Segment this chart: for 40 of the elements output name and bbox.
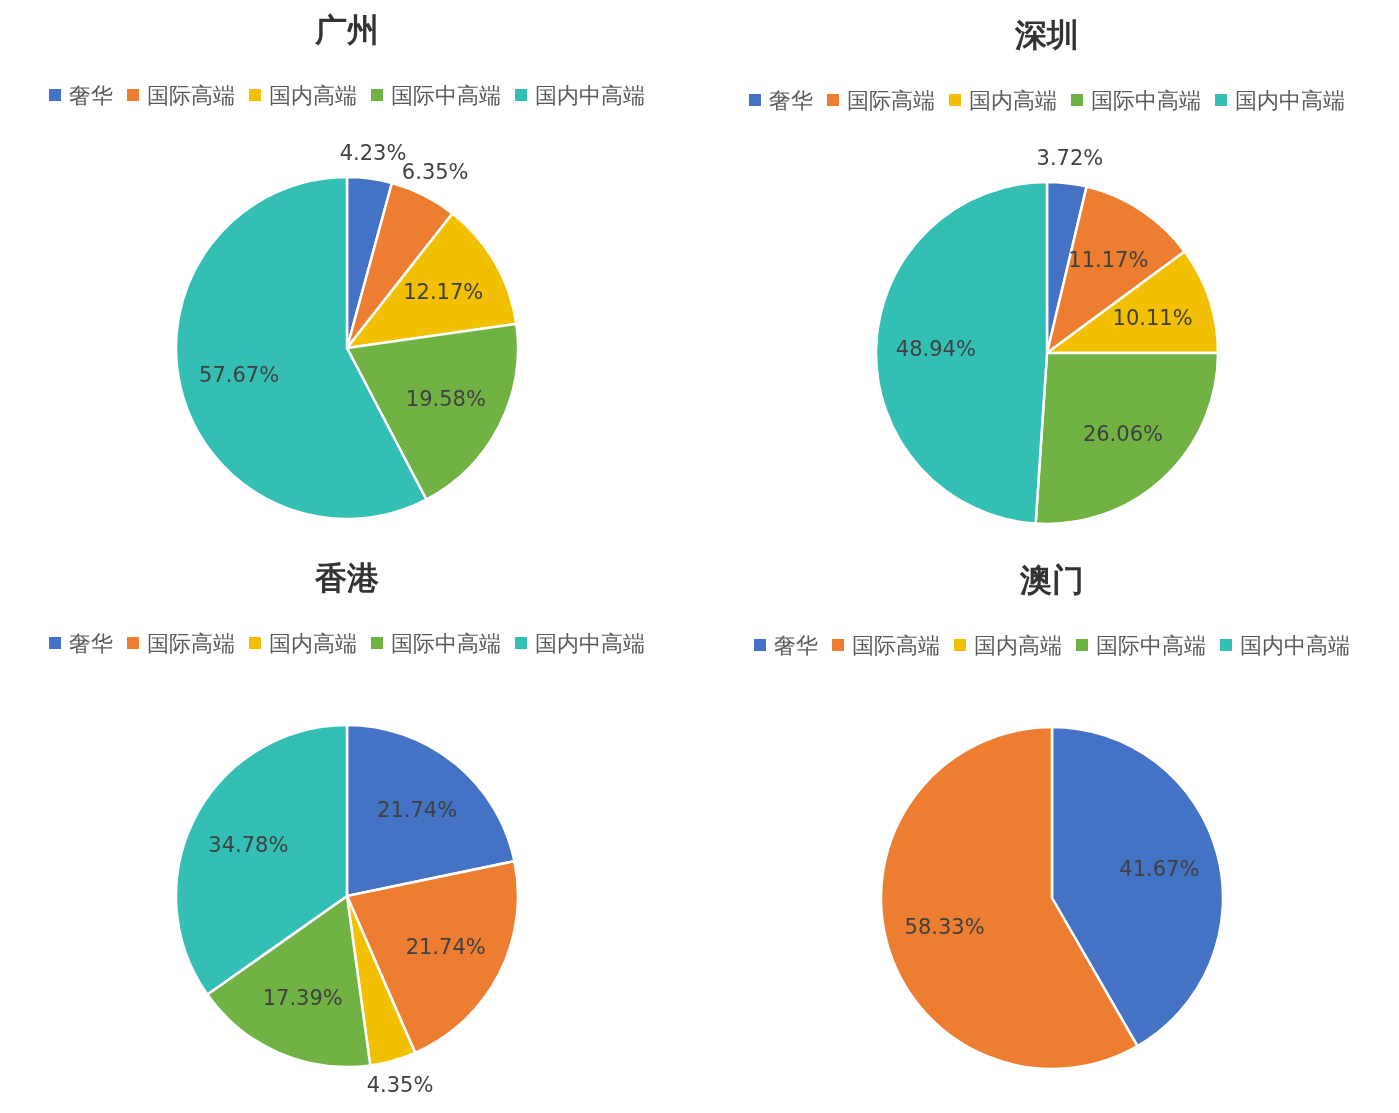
data-label: 41.67% — [1119, 857, 1200, 882]
data-label: 12.17% — [403, 280, 484, 305]
legend-label: 国内中高端 — [1240, 632, 1350, 658]
legend-label: 奢华 — [769, 87, 813, 113]
legend-label: 国际高端 — [847, 87, 935, 113]
legend-label: 奢华 — [774, 632, 818, 658]
legend-label: 国际高端 — [852, 632, 940, 658]
legend-label: 国际中高端 — [1091, 87, 1201, 113]
legend-label: 国际中高端 — [391, 82, 501, 108]
legend-label: 国际高端 — [147, 82, 235, 108]
legend-label: 国内高端 — [974, 632, 1062, 658]
legend-label: 国内高端 — [969, 87, 1057, 113]
legend-label: 国内中高端 — [1235, 87, 1345, 113]
data-label: 48.94% — [895, 337, 976, 362]
chart-title: 澳门 — [1019, 561, 1084, 599]
data-label: 21.74% — [405, 935, 486, 960]
data-label: 4.35% — [366, 1073, 434, 1098]
legend-label: 国际中高端 — [1096, 632, 1206, 658]
data-label: 6.35% — [401, 160, 469, 185]
chart-title: 深圳 — [1014, 16, 1079, 54]
chart-title: 广州 — [314, 11, 379, 49]
legend-label: 国内中高端 — [535, 82, 645, 108]
legend-label: 奢华 — [69, 82, 113, 108]
data-label: 57.67% — [199, 362, 280, 387]
data-label: 10.11% — [1112, 306, 1193, 331]
data-label: 19.58% — [405, 386, 486, 411]
data-label: 21.74% — [377, 797, 458, 822]
legend-label: 国内高端 — [269, 630, 357, 656]
legend-label: 国际高端 — [147, 630, 235, 656]
data-label: 26.06% — [1082, 422, 1163, 447]
data-label: 17.39% — [262, 985, 343, 1010]
legend-label: 国际中高端 — [391, 630, 501, 656]
legend-label: 国内中高端 — [535, 630, 645, 656]
data-label: 3.72% — [1036, 145, 1104, 170]
legend-label: 国内高端 — [269, 82, 357, 108]
legend-label: 奢华 — [69, 630, 113, 656]
chart-title: 香港 — [314, 559, 379, 597]
data-label: 34.78% — [208, 832, 289, 857]
data-label: 11.17% — [1068, 248, 1149, 273]
data-label: 58.33% — [904, 914, 985, 939]
